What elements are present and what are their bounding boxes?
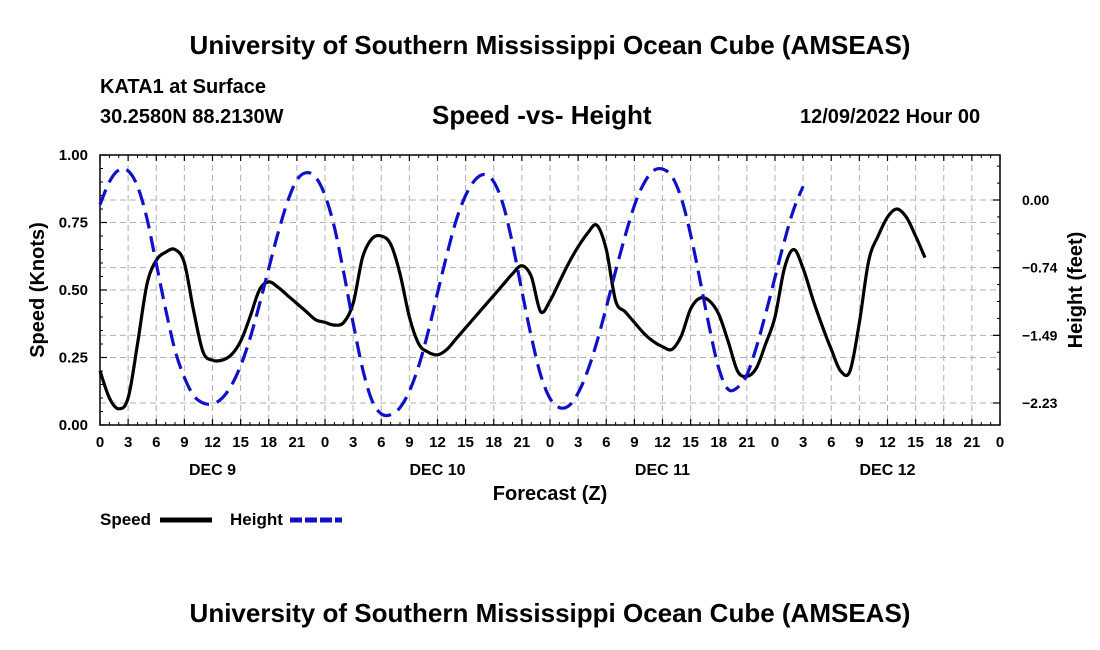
y-tick-label: 1.00 xyxy=(59,147,88,164)
y2-axis-label: Height (feet) xyxy=(1065,232,1087,349)
chart-title: Speed -vs- Height xyxy=(432,100,652,130)
series-layer xyxy=(98,166,927,418)
x-tick-label: 12 xyxy=(879,434,896,451)
y-tick-label: 0.50 xyxy=(59,282,88,299)
y2-tick-label: −2.23 xyxy=(1022,395,1058,411)
main-title: University of Southern Mississippi Ocean… xyxy=(189,30,911,60)
y2-tick-label: 0.00 xyxy=(1022,192,1049,208)
x-tick-label: 9 xyxy=(180,434,188,451)
y-tick-label: 0.25 xyxy=(59,350,88,367)
x-tick-label: 9 xyxy=(630,434,638,451)
y-tick-label: 0.75 xyxy=(59,215,88,232)
y-axis-label: Speed (Knots) xyxy=(27,222,49,358)
x-tick-label: 3 xyxy=(574,434,582,451)
x-tick-label: 15 xyxy=(232,434,249,451)
x-tick-label: 9 xyxy=(855,434,863,451)
day-label: DEC 10 xyxy=(409,462,465,479)
x-tick-label: 3 xyxy=(799,434,807,451)
x-axis-label: Forecast (Z) xyxy=(493,483,607,505)
station-name: KATA1 at Surface xyxy=(100,76,266,98)
footer-title: University of Southern Mississippi Ocean… xyxy=(189,598,911,628)
x-tick-label: 6 xyxy=(152,434,160,451)
x-tick-label: 18 xyxy=(260,434,277,451)
x-tick-label: 12 xyxy=(429,434,446,451)
x-tick-label: 0 xyxy=(771,434,779,451)
y2-tick-label: −1.49 xyxy=(1022,327,1058,343)
series-line-speed xyxy=(98,207,927,411)
x-tick-label: 18 xyxy=(710,434,727,451)
y-tick-label: 0.00 xyxy=(59,417,88,434)
x-tick-label: 6 xyxy=(602,434,610,451)
x-tick-label: 18 xyxy=(935,434,952,451)
x-tick-label: 21 xyxy=(739,434,756,451)
forecast-date: 12/09/2022 Hour 00 xyxy=(800,106,981,128)
x-tick-label: 3 xyxy=(349,434,357,451)
x-tick-label: 0 xyxy=(996,434,1004,451)
legend-speed-label: Speed xyxy=(100,510,151,529)
x-tick-label: 21 xyxy=(514,434,531,451)
x-tick-label: 21 xyxy=(289,434,306,451)
axis-layer: 0 3 6 9 12 15 18 21 0 3 6 9 12 15 18 21 0 3 6 9 12 15 18 21 0 3 6 9… xyxy=(59,147,1058,479)
y2-tick-label: −0.74 xyxy=(1022,260,1058,276)
series-line-height xyxy=(98,166,805,418)
day-label: DEC 11 xyxy=(635,462,690,479)
x-tick-label: 18 xyxy=(485,434,502,451)
x-tick-label: 15 xyxy=(457,434,474,451)
legend: Speed Height xyxy=(100,510,342,529)
x-tick-label: 15 xyxy=(682,434,699,451)
x-tick-label: 0 xyxy=(321,434,329,451)
x-tick-label: 0 xyxy=(546,434,554,451)
x-tick-label: 21 xyxy=(964,434,981,451)
x-tick-label: 6 xyxy=(377,434,385,451)
x-tick-label: 15 xyxy=(907,434,924,451)
x-tick-label: 6 xyxy=(827,434,835,451)
x-tick-label: 12 xyxy=(654,434,671,451)
day-label: DEC 12 xyxy=(859,462,915,479)
x-tick-label: 0 xyxy=(96,434,104,451)
x-tick-label: 3 xyxy=(124,434,132,451)
legend-height-label: Height xyxy=(230,510,283,529)
x-tick-label: 12 xyxy=(204,434,221,451)
station-coordinates: 30.2580N 88.2130W xyxy=(100,106,284,128)
day-label: DEC 9 xyxy=(189,462,236,479)
x-tick-label: 9 xyxy=(405,434,413,451)
